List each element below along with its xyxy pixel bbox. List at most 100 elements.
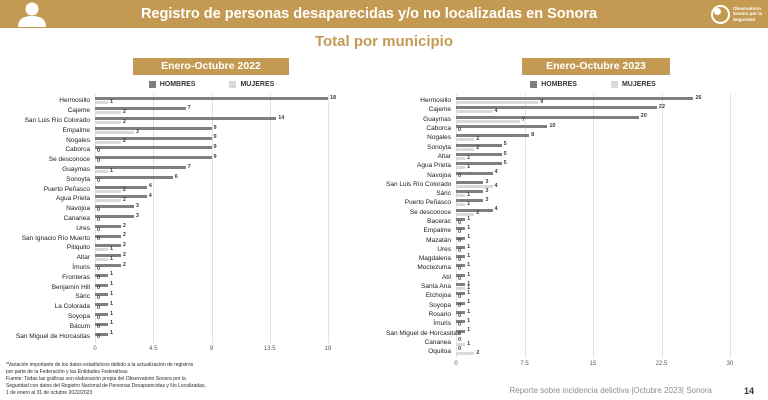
hombres-bar-line: 3 xyxy=(456,188,730,193)
hombres-bar xyxy=(456,134,530,138)
hombres-bar-line: 5 xyxy=(456,142,730,147)
category-label: Cananea xyxy=(63,214,90,222)
value-label: 1 xyxy=(467,284,471,291)
category-label: Rosario xyxy=(428,310,451,318)
category-label: Moctezuma xyxy=(417,264,451,272)
hombres-bar-line: 1 xyxy=(95,282,328,287)
chart-row: Moctezuma 1 0 xyxy=(386,263,766,272)
mujeres-bar-line: 0 xyxy=(456,295,730,300)
mujeres-bar xyxy=(456,147,475,151)
mujeres-bar-line: 0 xyxy=(456,174,730,179)
category-label: Puerto Peñasco xyxy=(404,199,451,207)
hombres-bar xyxy=(95,254,121,258)
category-label: Ures xyxy=(76,224,90,232)
chart-row: Navojoa 4 0 xyxy=(386,170,766,179)
category-label: Ímuris xyxy=(433,320,451,328)
category-label: Hermosillo xyxy=(59,97,90,105)
mujeres-bar-line: 2 xyxy=(456,350,730,355)
value-label: 2 xyxy=(122,261,126,268)
hombres-bar xyxy=(456,255,466,259)
value-label: 0 xyxy=(97,148,101,155)
hombres-bar-line: 5 xyxy=(456,151,730,156)
chart-row: Agua Prieta 5 1 xyxy=(386,160,766,170)
value-label: 2 xyxy=(122,232,126,239)
mujeres-bar-line: 1 xyxy=(456,164,730,169)
hombres-bar xyxy=(456,227,466,231)
hombres-bar-line: 3 xyxy=(95,213,328,218)
value-label: 2 xyxy=(476,210,480,217)
legend-label: HOMBRES xyxy=(159,81,196,88)
mujeres-bar-line: 2 xyxy=(456,210,730,217)
mujeres-bar-line: 0 xyxy=(95,158,328,163)
value-label: 0 xyxy=(97,314,101,321)
source-footnote: *Variación importante de los datos estad… xyxy=(6,362,206,396)
value-label: 1 xyxy=(467,252,471,259)
value-label: 1 xyxy=(467,308,471,315)
value-label: 9 xyxy=(213,144,217,151)
mujeres-bar-line: 1 xyxy=(95,256,328,261)
hombres-bar-line: 2 xyxy=(95,232,328,239)
value-label: 0 xyxy=(97,295,101,302)
chart-row: Puerto Peñasco 4 2 xyxy=(2,184,384,194)
gridline xyxy=(328,94,329,343)
category-label: Agua Prieta xyxy=(56,195,90,203)
value-label: 1 xyxy=(467,154,471,161)
value-label: 1 xyxy=(467,318,471,325)
mujeres-bar-line: 2 xyxy=(456,146,730,151)
mujeres-bar-line: 0 xyxy=(456,127,730,132)
hombres-bar-line: 1 xyxy=(95,331,328,336)
hombres-bar-line: 1 xyxy=(456,252,730,259)
value-label: 9 xyxy=(213,153,217,160)
hombres-bar xyxy=(456,292,466,296)
value-label: 0 xyxy=(458,336,462,343)
legend-label: MUJERES xyxy=(621,81,656,88)
hombres-bar xyxy=(95,136,212,140)
axis-tick-label: 18 xyxy=(324,345,332,352)
value-label: 1 xyxy=(467,327,471,334)
value-label: 1 xyxy=(467,299,471,306)
category-label: Sáric xyxy=(75,293,90,301)
chart-row: Nogales 8 2 xyxy=(386,133,766,142)
category-label: Nogales xyxy=(66,136,90,144)
category-label: Benjamín Hill xyxy=(51,283,90,291)
chart-row: Cananea 3 0 xyxy=(2,213,384,224)
mujeres-bar-line: 0 xyxy=(456,257,730,262)
value-label: 7 xyxy=(521,117,525,124)
hombres-bar-line: 3 xyxy=(95,203,328,208)
mujeres-bar-line: 2 xyxy=(95,198,328,203)
hombres-bar xyxy=(95,244,121,248)
hombres-bar-line: 10 xyxy=(456,123,730,128)
chart-body-2022: Hermosillo 18 1 Cajeme 7 2 San Luis Río Colora… xyxy=(2,94,384,343)
chart-row: Ures 2 0 xyxy=(2,223,384,233)
hombres-bar xyxy=(95,332,108,336)
chart-row: Guaymas 7 1 xyxy=(2,164,384,175)
category-label: Altar xyxy=(76,254,90,262)
hombres-bar xyxy=(95,116,277,120)
chart-row: Guaymas 20 7 xyxy=(386,114,766,124)
mujeres-bar xyxy=(95,130,134,134)
value-label: 1 xyxy=(109,99,113,106)
mujeres-bar-line: 2 xyxy=(456,137,730,142)
category-label: Guaymas xyxy=(62,165,90,173)
hombres-bar-line: 0 xyxy=(456,336,730,343)
mujeres-bar-line: 0 xyxy=(456,220,730,225)
mujeres-bar-line: 0 xyxy=(456,267,730,272)
bar-group: 20 7 xyxy=(456,114,730,124)
chart-row: Puerto Peñasco 3 1 xyxy=(386,198,766,207)
chart-row: Hermosillo 26 9 xyxy=(386,95,766,105)
mujeres-bar-line: 0 xyxy=(456,230,730,235)
hombres-bar xyxy=(95,322,108,326)
chart-row: Cajeme 22 4 xyxy=(386,105,766,114)
chart-row: Navojoa 3 0 xyxy=(2,203,384,214)
hombres-bar-line: 4 xyxy=(95,194,328,199)
